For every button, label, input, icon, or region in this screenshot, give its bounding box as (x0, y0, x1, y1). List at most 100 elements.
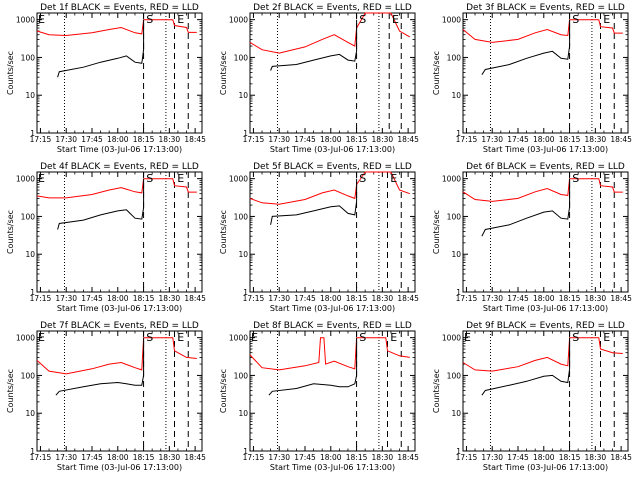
y-tick-label: 10 (25, 91, 35, 100)
x-axis-label: Start Time (03-Jul-06 17:13:00) (57, 463, 182, 472)
x-tick-label: 18:15 (559, 294, 581, 303)
plot-frame (249, 330, 416, 452)
y-axis-label: Counts/sec (6, 369, 15, 413)
x-axis-label: Start Time (03-Jul-06 17:13:00) (483, 463, 608, 472)
x-tick-label: 18:30 (159, 135, 181, 144)
interval-marker: E (603, 172, 610, 185)
lld-series-line (36, 19, 197, 37)
panel-title: Det 4f BLACK = Events, RED = LLD (40, 162, 199, 172)
y-axis-label: Counts/sec (219, 51, 228, 95)
x-tick-label: 18:45 (184, 453, 206, 462)
y-tick-label: 100 (234, 53, 249, 62)
x-tick-label: 18:30 (372, 453, 394, 462)
x-tick-label: 18:00 (320, 453, 342, 462)
lld-series-line (249, 337, 410, 371)
x-tick-label: 18:45 (397, 135, 419, 144)
x-tick-label: 17:30 (481, 453, 503, 462)
y-axis-label: Counts/sec (219, 210, 228, 254)
interval-marker: E (392, 13, 399, 26)
interval-marker: S (146, 13, 153, 26)
plot-frame (249, 171, 416, 293)
panel-title: Det 9f BLACK = Events, RED = LLD (466, 321, 625, 331)
y-tick-label: 1000 (16, 175, 35, 184)
events-series-line (481, 19, 571, 75)
x-tick-label: 18:45 (610, 135, 632, 144)
y-tick-label: 10 (25, 250, 35, 259)
panel-title: Det 8f BLACK = Events, RED = LLD (253, 321, 412, 331)
y-tick-label: 1 (30, 288, 35, 297)
x-tick-label: 18:45 (397, 453, 419, 462)
interval-marker: E (251, 331, 258, 344)
x-tick-label: 17:45 (294, 135, 316, 144)
x-axis-label: Start Time (03-Jul-06 17:13:00) (57, 304, 182, 313)
y-axis-label: Counts/sec (6, 210, 15, 254)
panel-det-2: Det 2f BLACK = Events, RED = LLD 1 10 100 10… (219, 3, 419, 154)
y-tick-label: 100 (21, 53, 36, 62)
panel-title: Det 7f BLACK = Events, RED = LLD (40, 321, 199, 331)
x-tick-label: 18:15 (346, 453, 368, 462)
x-tick-label: 17:15 (243, 453, 265, 462)
y-tick-label: 10 (451, 250, 461, 259)
panel-det-7: Det 7f BLACK = Events, RED = LLD 1 10 100 10… (6, 321, 206, 472)
y-tick-label: 100 (447, 212, 462, 221)
x-tick-label: 18:00 (107, 135, 129, 144)
x-tick-label: 17:30 (55, 135, 77, 144)
x-tick-label: 17:15 (456, 453, 478, 462)
lld-series-line (249, 171, 410, 205)
x-tick-label: 17:30 (55, 453, 77, 462)
x-tick-label: 17:45 (507, 294, 529, 303)
panel-title: Det 6f BLACK = Events, RED = LLD (466, 162, 625, 172)
interval-marker: S (359, 331, 366, 344)
x-tick-label: 17:15 (243, 294, 265, 303)
interval-marker: E (603, 13, 610, 26)
y-tick-label: 10 (238, 409, 248, 418)
panel-det-1: Det 1f BLACK = Events, RED = LLD 1 10 100 10… (6, 3, 206, 154)
x-tick-label: 18:00 (320, 135, 342, 144)
interval-marker: S (146, 331, 153, 344)
interval-marker: E (38, 331, 45, 344)
panel-title: Det 1f BLACK = Events, RED = LLD (40, 3, 199, 13)
x-tick-label: 18:15 (559, 453, 581, 462)
x-tick-label: 17:30 (268, 135, 290, 144)
y-tick-label: 1 (456, 288, 461, 297)
x-tick-label: 17:15 (30, 453, 52, 462)
x-tick-label: 18:00 (320, 294, 342, 303)
y-tick-label: 100 (21, 212, 36, 221)
panel-title: Det 2f BLACK = Events, RED = LLD (253, 3, 412, 13)
lld-series-line (462, 19, 623, 43)
y-tick-label: 1000 (442, 16, 461, 25)
plot-frame (249, 12, 416, 134)
panel-det-8: Det 8f BLACK = Events, RED = LLD 1 10 100 10… (219, 321, 419, 472)
x-tick-label: 18:00 (107, 453, 129, 462)
x-tick-label: 18:00 (107, 294, 129, 303)
events-series-line (55, 337, 145, 396)
y-tick-label: 1000 (16, 16, 35, 25)
x-tick-label: 17:45 (294, 453, 316, 462)
events-series-line (268, 337, 358, 396)
x-axis-label: Start Time (03-Jul-06 17:13:00) (483, 145, 608, 154)
lld-series-line (249, 12, 411, 54)
x-tick-label: 17:45 (507, 453, 529, 462)
x-tick-label: 17:15 (30, 294, 52, 303)
interval-marker: S (572, 13, 579, 26)
lld-series-line (36, 337, 197, 375)
x-axis-label: Start Time (03-Jul-06 17:13:00) (57, 145, 182, 154)
x-tick-label: 17:15 (30, 135, 52, 144)
panel-det-4: Det 4f BLACK = Events, RED = LLD 1 10 100 10… (6, 162, 206, 313)
interval-marker: E (603, 331, 610, 344)
x-tick-label: 18:00 (533, 135, 555, 144)
y-axis-label: Counts/sec (6, 51, 15, 95)
x-tick-label: 18:15 (133, 294, 155, 303)
x-tick-label: 17:30 (268, 453, 290, 462)
x-axis-label: Start Time (03-Jul-06 17:13:00) (483, 304, 608, 313)
x-tick-label: 17:15 (456, 294, 478, 303)
plot-frame (36, 330, 203, 452)
x-tick-label: 18:00 (533, 294, 555, 303)
interval-marker: S (359, 172, 366, 185)
interval-marker: S (146, 172, 153, 185)
y-tick-label: 1000 (229, 175, 248, 184)
panel-det-3: Det 3f BLACK = Events, RED = LLD 1 10 100 10… (432, 3, 632, 154)
x-tick-label: 18:30 (585, 135, 607, 144)
x-tick-label: 18:45 (610, 294, 632, 303)
interval-marker: E (177, 331, 184, 344)
